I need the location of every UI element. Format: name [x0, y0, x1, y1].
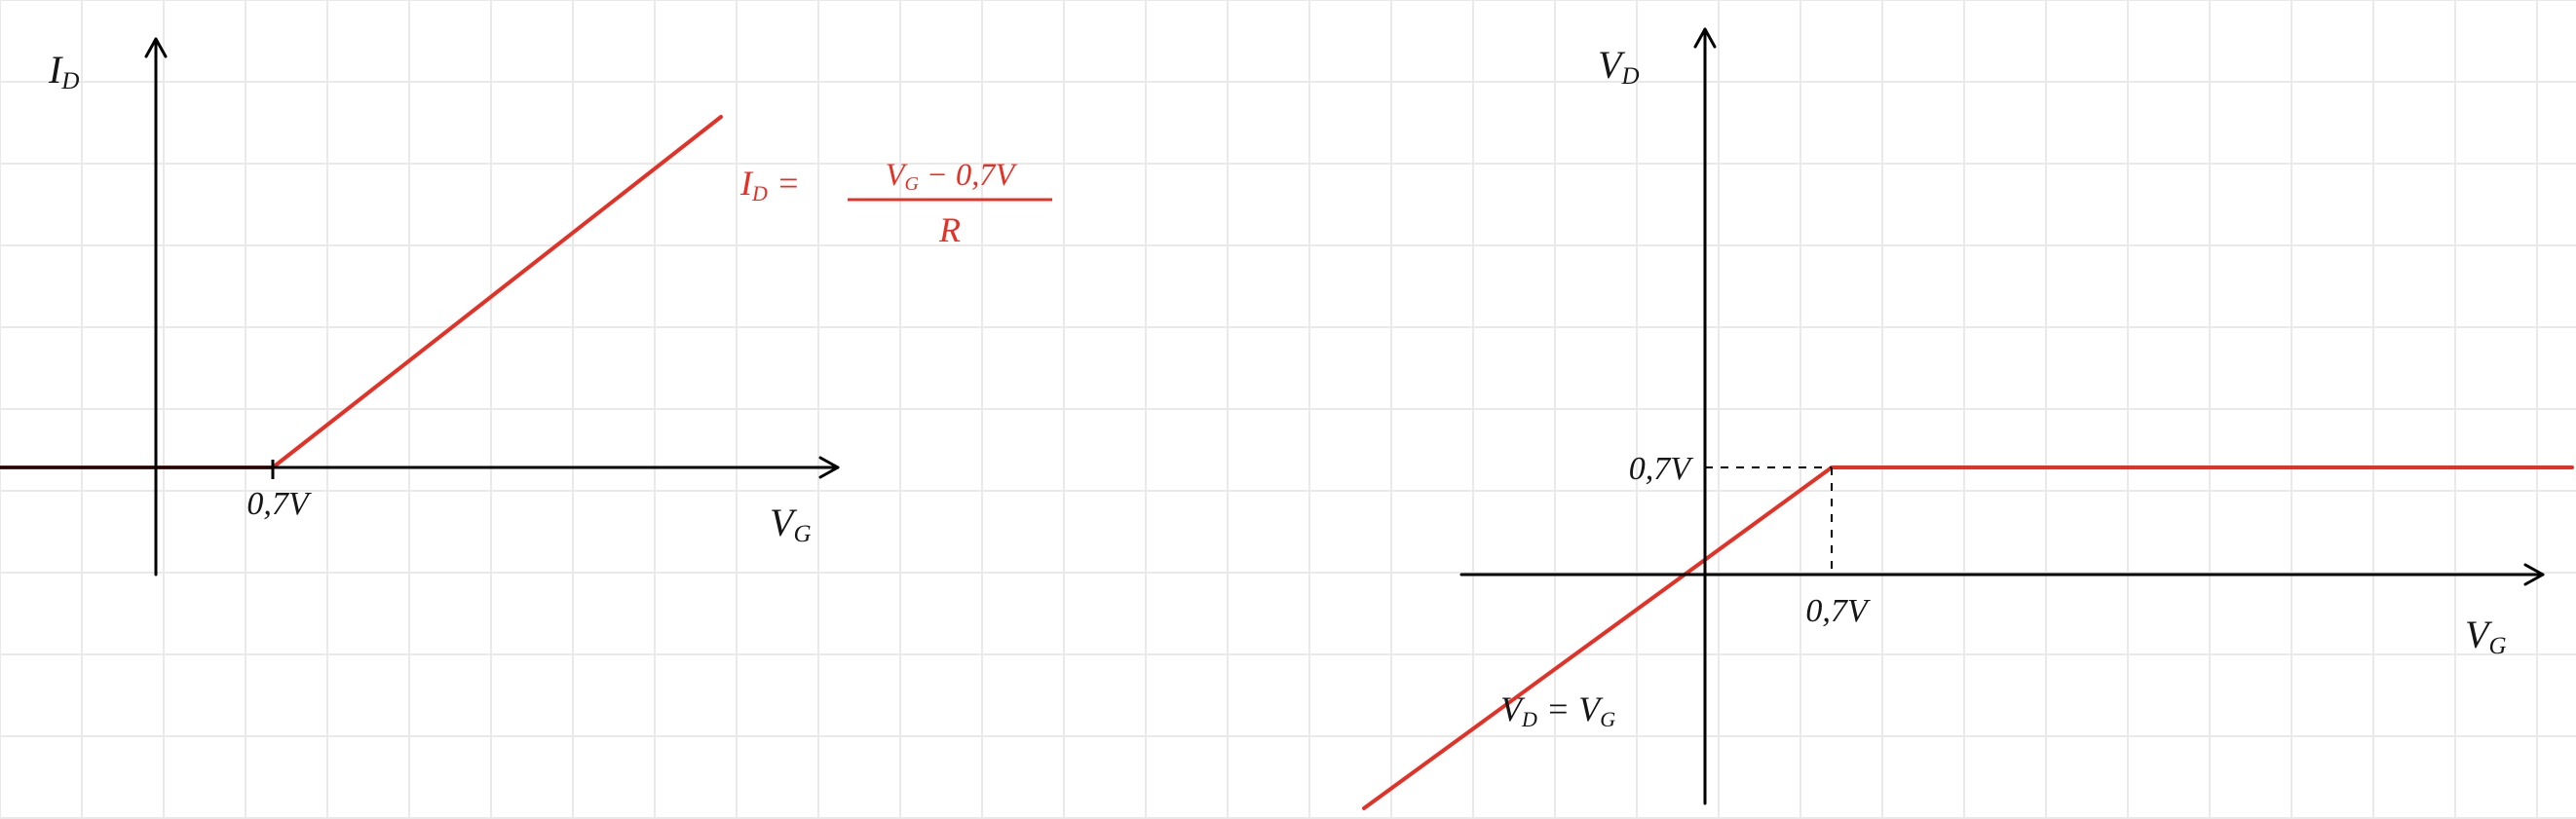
left-threshold-label: 0,7V — [246, 486, 313, 522]
diagram-canvas: IDVG0,7VID = VG − 0,7VRVDVG0,7V0,7VVD = … — [0, 0, 2576, 819]
right-y-tick-label: 0,7V — [1629, 451, 1695, 487]
right-x-tick-label: 0,7V — [1805, 593, 1872, 629]
left-formula-denominator: R — [938, 210, 961, 249]
left-formula-lhs: ID = — [739, 164, 800, 205]
right-diagonal-label: VD = VG — [1500, 689, 1615, 731]
